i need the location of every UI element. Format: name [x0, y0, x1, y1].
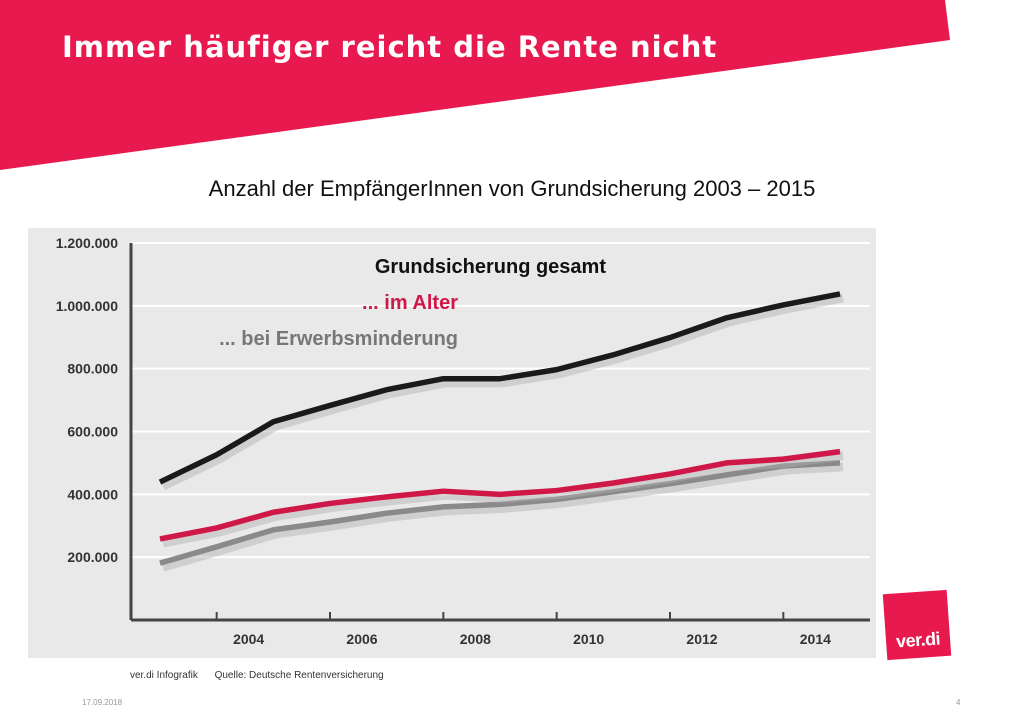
series-line-2 — [159, 460, 841, 566]
footer-source: Quelle: Deutsche Rentenversicherung — [214, 670, 384, 681]
verdi-logo: ver.di — [882, 589, 952, 661]
x-tick-label: 2008 — [460, 631, 491, 647]
y-tick-label: 1.200.000 — [56, 235, 118, 251]
legend-erwerbsminderung: ... bei Erwerbsminderung — [219, 328, 458, 350]
y-tick-label: 1.000.000 — [56, 298, 118, 314]
y-tick-label: 400.000 — [67, 486, 118, 502]
series-shadow — [162, 451, 844, 548]
chart-footer: ver.di Infografik Quelle: Deutsche Rente… — [130, 670, 398, 681]
y-tick-label: 800.000 — [67, 361, 118, 377]
page-number: 4 — [956, 698, 961, 707]
x-tick-label: 2014 — [800, 631, 831, 647]
legend-im-alter: ... im Alter — [362, 292, 458, 314]
logo-text: ver.di — [895, 628, 941, 652]
legend-grundsicherung-gesamt: Grundsicherung gesamt — [374, 256, 606, 278]
x-tick-label: 2012 — [686, 631, 717, 647]
series-line-1 — [159, 448, 841, 542]
chart-panel — [28, 228, 876, 658]
footer-credit: ver.di Infografik — [130, 670, 198, 681]
series-line-0 — [158, 291, 841, 485]
x-tick-label: 2006 — [346, 631, 377, 647]
slide-title: Immer häufiger reicht die Rente nicht — [62, 30, 718, 64]
slide-date: 17.09.2018 — [82, 698, 123, 707]
x-tick-label: 2004 — [233, 631, 264, 647]
header-banner — [0, 0, 950, 170]
y-tick-label: 600.000 — [67, 424, 118, 440]
series-shadow — [161, 462, 844, 572]
x-tick-label: 2010 — [573, 631, 604, 647]
chart-subtitle: Anzahl der EmpfängerInnen von Grundsiche… — [208, 176, 816, 201]
y-tick-label: 200.000 — [67, 549, 118, 565]
series-shadow — [161, 293, 844, 491]
